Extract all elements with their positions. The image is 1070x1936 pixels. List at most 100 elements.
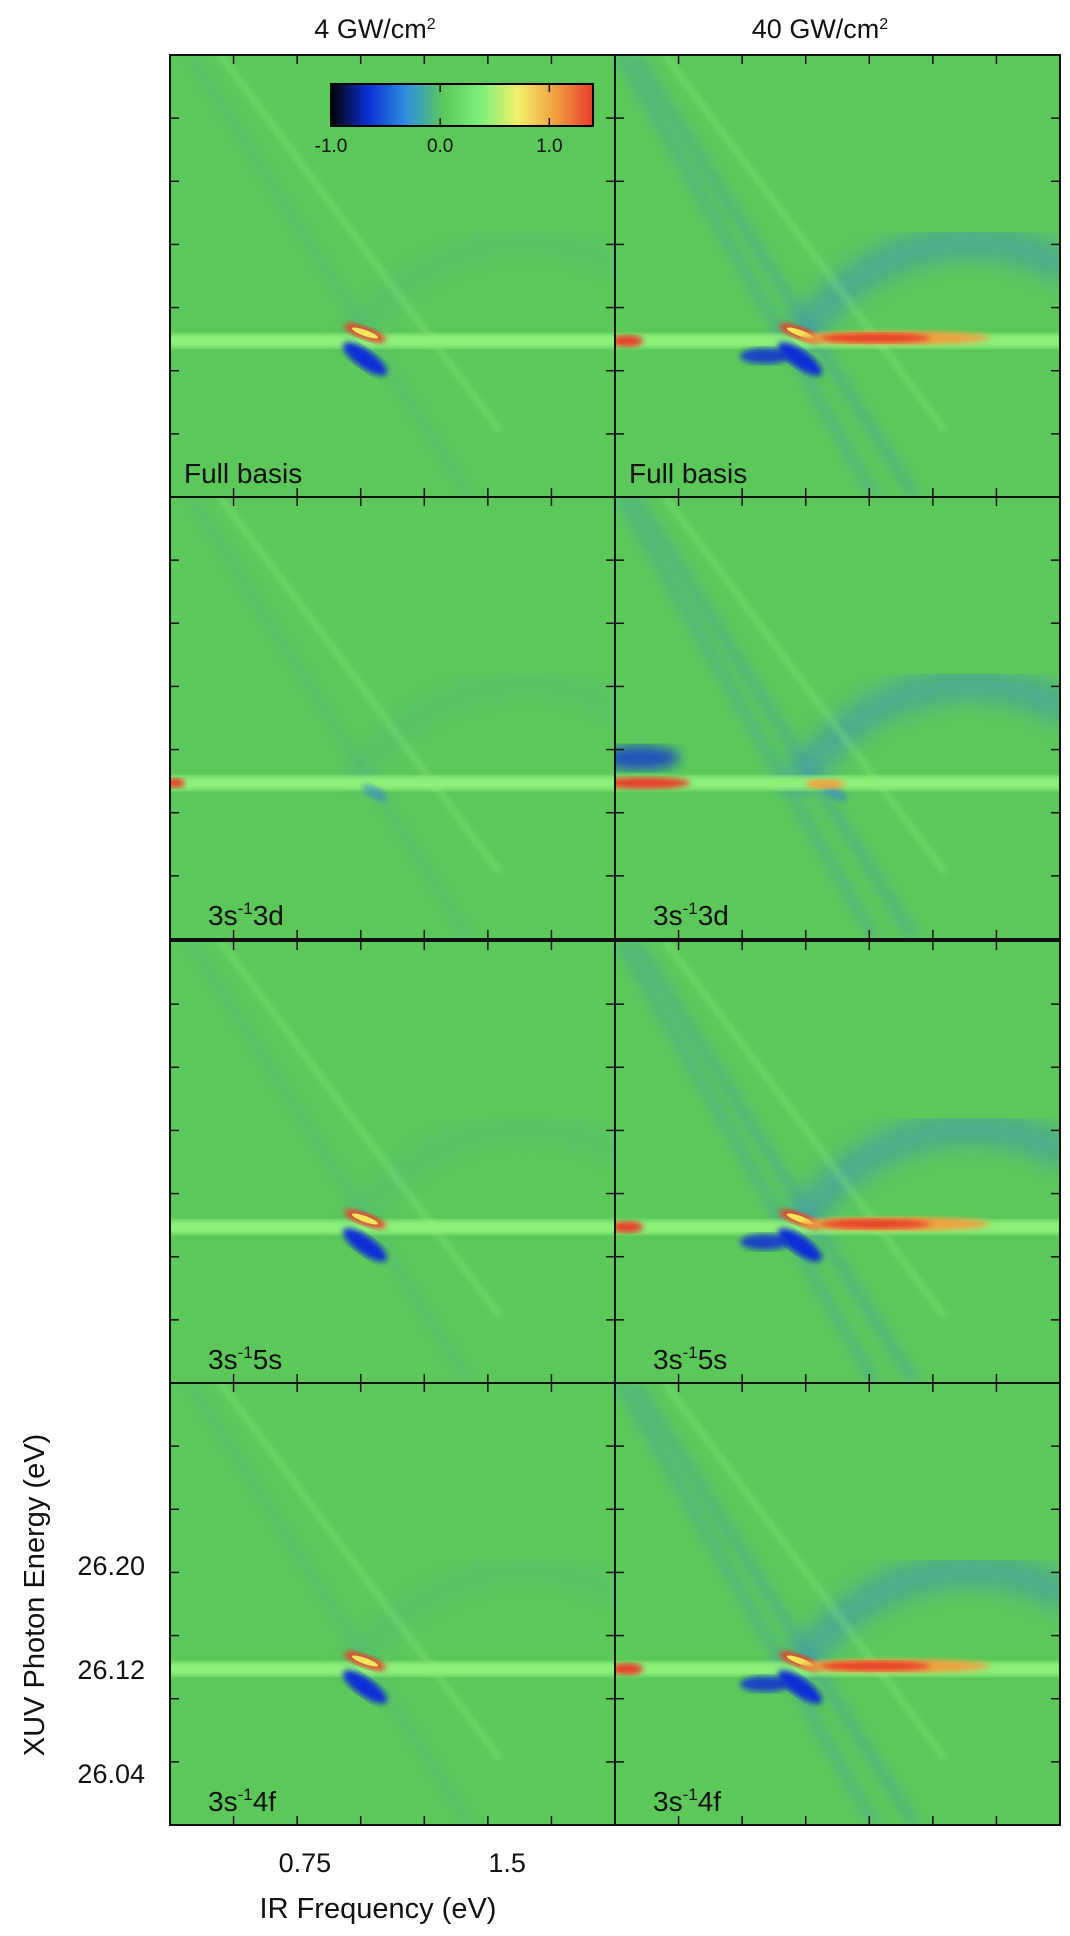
colorbar-tick-label: 0.0	[427, 136, 453, 157]
panel-background	[170, 55, 615, 497]
panel-background	[170, 497, 615, 939]
resonance-band	[170, 1220, 615, 1234]
diagonal-streak	[630, 941, 920, 1383]
resonance-band	[170, 334, 615, 348]
panel-r3-c2: 3s-15s	[614, 940, 1061, 1384]
diagonal-streak	[630, 55, 920, 497]
diagonal-streak	[662, 1383, 948, 1761]
blue-patch	[740, 348, 790, 364]
x-tick-label: 1.5	[488, 1848, 526, 1878]
blue-patch	[740, 1234, 790, 1250]
row-label-segment: 3s	[208, 900, 238, 931]
yellow-lobe	[351, 1213, 379, 1225]
diagonal-streak	[185, 55, 475, 497]
diagonal-streak	[616, 941, 879, 1383]
resonance-band	[170, 776, 615, 790]
panel-features	[170, 55, 615, 497]
diagonal-streak	[630, 1383, 920, 1825]
orange-spot	[805, 779, 845, 789]
colorbar-tick-label: -1.0	[315, 136, 348, 157]
row-label-segment: 5s	[253, 1344, 283, 1375]
row-label-segment: -1	[683, 1785, 698, 1804]
panel-r4-c2: 3s-14f	[614, 1382, 1061, 1826]
panel-r3-c1: 3s-15s	[169, 940, 616, 1384]
left-blue-edge	[615, 746, 680, 770]
row-label-segment: Full basis	[184, 458, 302, 489]
panel-ticks	[170, 1383, 615, 1825]
y-axis-label: XUV Photon Energy (eV)	[19, 1434, 51, 1756]
row-label-segment: -1	[683, 899, 698, 918]
row-label-segment: -1	[238, 1343, 253, 1362]
y-tick-label: 26.20	[77, 1551, 145, 1581]
panel-ticks	[615, 1383, 1060, 1825]
left-edge	[615, 1663, 643, 1675]
panel-ticks	[615, 497, 1060, 939]
blue-patch	[740, 1676, 790, 1692]
diagonal-streak	[217, 497, 503, 875]
diagonal-streak	[185, 941, 475, 1383]
diagonal-streak	[185, 497, 475, 939]
panel-ticks	[615, 941, 1060, 1383]
left-edge	[615, 1221, 643, 1233]
row-label-segment: 3s	[208, 1344, 238, 1375]
yellow-lobe	[351, 327, 379, 339]
panel-ticks	[615, 55, 1060, 497]
panel-frame	[614, 1382, 1061, 1826]
diagonal-streak	[630, 497, 920, 939]
panel-features	[615, 497, 1060, 939]
panel-ticks	[170, 497, 615, 939]
row-label-segment: 4f	[253, 1786, 277, 1817]
blue-lobe	[778, 1228, 822, 1262]
row-label-segment: 3s	[653, 1786, 683, 1817]
row-label-segment: 3s	[208, 1786, 238, 1817]
row-label-segment: 3s	[653, 900, 683, 931]
y-tick-label: 26.04	[77, 1759, 145, 1789]
panel-r2-c1: 3s-13d	[169, 496, 616, 940]
row-label: Full basis	[184, 458, 302, 489]
diagonal-streak	[217, 55, 503, 433]
panel-features	[170, 1383, 615, 1825]
x-axis-label: IR Frequency (eV)	[260, 1893, 497, 1925]
diagonal-streak	[662, 497, 948, 875]
diagonal-streak	[185, 1383, 475, 1825]
y-tick-label: 26.12	[77, 1655, 145, 1685]
panel-features	[170, 497, 615, 939]
panel-features	[615, 1383, 1060, 1825]
diagonal-streak	[217, 1383, 503, 1761]
row-label-segment: -1	[238, 899, 253, 918]
panel-ticks	[170, 55, 615, 497]
row-label-segment: -1	[683, 1343, 698, 1362]
row-label: 3s-15s	[653, 1343, 727, 1375]
row-label-segment: Full basis	[629, 458, 747, 489]
row-label-segment: -1	[238, 1785, 253, 1804]
panel-r1-c2: Full basis	[614, 54, 1061, 498]
red-core	[820, 1661, 930, 1671]
panel-background	[170, 941, 615, 1383]
diagonal-streak	[662, 55, 948, 433]
red-core	[820, 333, 930, 343]
diagonal-streak	[616, 55, 879, 497]
panel-r4-c1: 3s-14f	[169, 1382, 616, 1826]
panel-frame	[614, 496, 1061, 940]
row-label-segment: 5s	[698, 1344, 728, 1375]
blue-lobe	[343, 1670, 387, 1704]
left-edge	[615, 335, 643, 347]
colorbar-gradient	[330, 83, 594, 127]
panel-features	[170, 941, 615, 1383]
arc-feature	[782, 227, 1060, 354]
left-red-edge	[615, 777, 690, 789]
row-label: 3s-15s	[208, 1343, 282, 1375]
red-core	[820, 1219, 930, 1229]
row-label-segment: 4f	[698, 1786, 722, 1817]
panel-background	[170, 1383, 615, 1825]
row-label: 3s-13d	[208, 899, 284, 931]
panel-r2-c2: 3s-13d	[614, 496, 1061, 940]
arc-feature	[782, 669, 1060, 796]
x-tick-label: 0.75	[279, 1848, 332, 1878]
left-edge	[170, 778, 185, 788]
column-title-40gw: 40 GW/cm2	[752, 14, 889, 44]
row-label-segment: 3d	[698, 900, 729, 931]
blue-lobe	[343, 342, 387, 376]
